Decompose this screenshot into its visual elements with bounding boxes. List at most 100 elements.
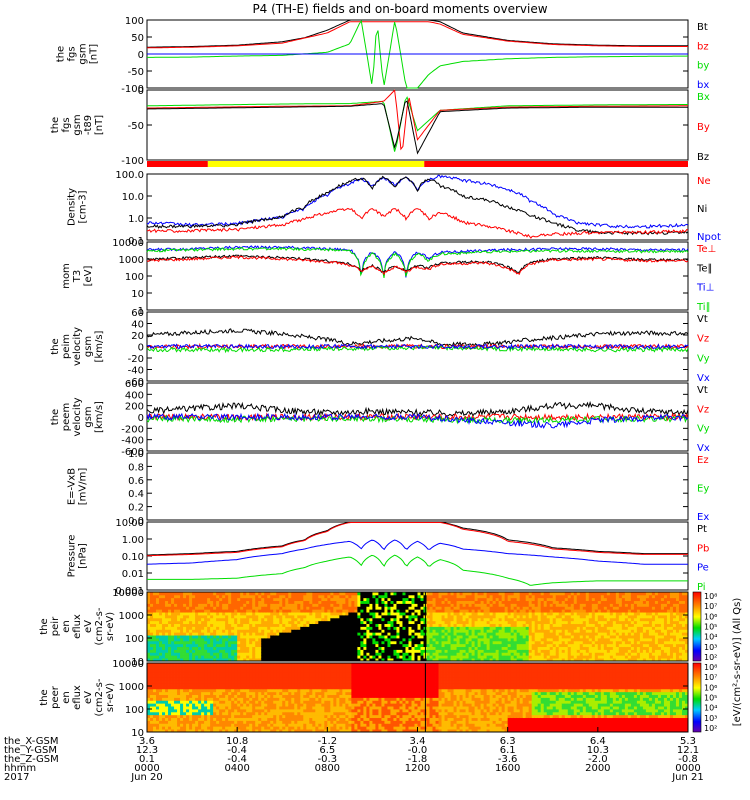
spectrogram-cell <box>456 606 460 610</box>
spectrogram-cell <box>573 649 578 653</box>
spectrogram-cell <box>537 640 542 645</box>
spectrogram-cell <box>498 600 503 604</box>
spectrogram-cell <box>381 640 385 645</box>
spectrogram-cell <box>279 626 283 630</box>
spectrogram-cell <box>279 652 283 656</box>
spectrogram-cell <box>684 594 689 599</box>
spectrogram-cell <box>312 632 316 636</box>
spectrogram-cell <box>339 649 343 653</box>
spectrogram-cell <box>360 649 364 653</box>
spectrogram-cell <box>588 594 593 599</box>
spectrogram-cell <box>450 609 454 613</box>
spectrogram-cell <box>579 606 584 610</box>
spectrogram-cell <box>252 592 256 596</box>
spectrogram-cell <box>204 623 208 627</box>
spectrogram-cell <box>408 600 412 604</box>
spectrogram-cell <box>249 594 253 599</box>
spectrogram-cell <box>168 597 172 602</box>
spectrogram-cell <box>444 612 448 616</box>
spectrogram-cell <box>150 643 154 648</box>
spectrogram-cell <box>384 623 388 627</box>
spectrogram-cell <box>465 617 469 622</box>
spectrogram-cell <box>213 594 217 599</box>
spectrogram-cell <box>162 720 166 724</box>
spectrogram-cell <box>573 615 578 619</box>
spectrogram-cell <box>186 629 190 633</box>
spectrogram-cell <box>495 638 500 642</box>
spectrogram-cell <box>612 615 617 619</box>
spectrogram-cell <box>591 606 596 610</box>
spectrogram-cell <box>174 683 178 687</box>
series-line <box>147 522 688 557</box>
spectrogram-cell <box>537 609 542 613</box>
spectrogram-cell <box>282 658 286 662</box>
spectrogram-cell <box>180 592 184 596</box>
spectrogram-cell <box>411 638 415 642</box>
spectrogram-cell <box>456 609 460 613</box>
spectrogram-cell <box>189 711 193 716</box>
spectrogram-cell <box>378 620 382 625</box>
spectrogram-cell <box>246 606 250 610</box>
spectrogram-cell <box>501 652 506 656</box>
spectrogram-cell <box>198 626 202 630</box>
spectrogram-cell <box>507 646 512 650</box>
spectrogram-cell <box>165 612 169 616</box>
spectrogram-cell <box>333 623 337 627</box>
spectrogram-cell <box>420 617 424 622</box>
spectrogram-cell <box>504 626 509 630</box>
spectrogram-cell <box>624 617 629 622</box>
spectrogram-cell <box>591 643 596 648</box>
spectrogram-cell <box>528 632 533 636</box>
spectrogram-cell <box>528 638 533 642</box>
spectrogram-cell <box>432 632 436 636</box>
spectrogram-cell <box>165 643 169 648</box>
spectrogram-cell <box>498 615 503 619</box>
spectrogram-cell <box>240 629 244 633</box>
spectrogram-cell <box>399 643 403 648</box>
spectrogram-cell <box>465 620 469 625</box>
spectrogram-cell <box>150 635 154 639</box>
spectrogram-cell <box>582 658 587 662</box>
spectrogram-cell <box>654 620 659 625</box>
spectrogram-cell <box>582 623 587 627</box>
spectrogram-cell <box>606 592 611 596</box>
spectrogram-cell <box>228 652 232 656</box>
spectrogram-cell <box>543 649 548 653</box>
spectrogram-cell <box>186 638 190 642</box>
spectrogram-cell <box>222 620 226 625</box>
spectrogram-cell <box>660 658 665 662</box>
spectrogram-cell <box>198 609 202 613</box>
spectrogram-cell <box>546 655 551 659</box>
spectrogram-cell <box>189 658 193 662</box>
spectrogram-cell <box>669 609 674 613</box>
spectrogram-cell <box>447 606 451 610</box>
spectrogram-cell <box>480 603 485 607</box>
y-axis-label-line: gsm <box>72 114 83 135</box>
spectrogram-cell <box>522 655 527 659</box>
spectrogram-cell <box>150 626 154 630</box>
spectrogram-cell <box>630 609 635 613</box>
spectrogram-cell <box>519 632 524 636</box>
spectrogram-cell <box>372 620 376 625</box>
spectrogram-cell <box>390 640 394 645</box>
spectrogram-cell <box>567 632 572 636</box>
spectrogram-cell <box>642 658 647 662</box>
spectrogram-cell <box>210 600 214 604</box>
spectrogram-cell <box>177 677 181 681</box>
spectrogram-cell <box>195 612 199 616</box>
spectrogram-cell <box>573 643 578 648</box>
spectrogram-cell <box>498 658 503 662</box>
spectrogram-cell <box>417 626 421 630</box>
spectrogram-cell <box>165 635 169 639</box>
spectrogram-cell <box>165 671 169 675</box>
spectrogram-cell <box>519 617 524 622</box>
spectrogram-cell <box>624 655 629 659</box>
spectrogram-cell <box>549 638 554 642</box>
spectrogram-cell <box>483 617 488 622</box>
spectrogram-cell <box>147 703 151 707</box>
spectrogram-cell <box>669 594 674 599</box>
spectrogram-cell <box>240 646 244 650</box>
spectrogram-cell <box>189 635 193 639</box>
spectrogram-cell <box>147 700 151 704</box>
spectrogram-cell <box>639 632 644 636</box>
